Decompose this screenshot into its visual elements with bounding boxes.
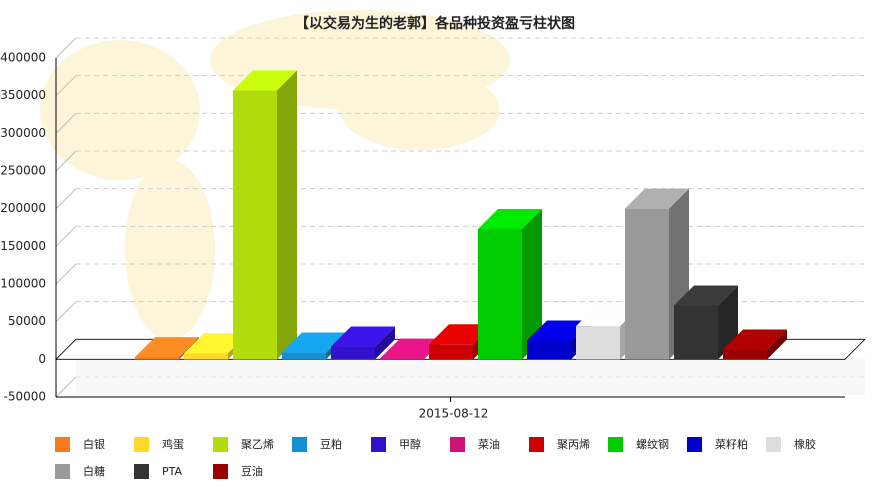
bar-top xyxy=(380,338,444,359)
bar-top xyxy=(576,306,640,327)
y-tick-label: 350000 xyxy=(0,88,46,102)
y-tick-label: 0 xyxy=(38,352,46,366)
tick-mark xyxy=(55,263,77,285)
y-tick-label: 200000 xyxy=(0,201,46,215)
legend-label: 豆油 xyxy=(241,464,263,478)
bar xyxy=(674,305,718,360)
legend-label: 豆粕 xyxy=(320,437,342,451)
y-tick-label: 300000 xyxy=(0,126,46,140)
legend-swatch xyxy=(134,464,149,479)
bar-top xyxy=(478,209,542,230)
bar-side xyxy=(375,326,395,360)
bar xyxy=(723,349,767,360)
y-tick-label: -50000 xyxy=(3,390,46,404)
x-tick-label: 2015-08-12 xyxy=(419,407,489,421)
bar xyxy=(282,352,326,360)
legend-swatch xyxy=(134,437,149,452)
bar-3d xyxy=(723,329,787,360)
legend-swatch xyxy=(450,437,465,452)
tick-mark xyxy=(55,150,77,172)
bar-top xyxy=(527,320,591,341)
legend-swatch xyxy=(371,437,386,452)
tick-mark xyxy=(55,37,77,59)
legend-swatch xyxy=(292,437,307,452)
bar xyxy=(184,353,228,360)
bar xyxy=(576,326,620,360)
tick-mark xyxy=(55,301,77,323)
y-tick-label: 100000 xyxy=(0,277,46,291)
legend-label: 橡胶 xyxy=(794,437,816,451)
bar xyxy=(429,344,473,360)
tick-mark xyxy=(55,225,77,247)
bar xyxy=(527,340,571,360)
bar-top xyxy=(723,329,787,350)
legend-swatch xyxy=(608,437,623,452)
bar-top xyxy=(625,188,689,209)
y-tick-label: 250000 xyxy=(0,164,46,178)
legend-label: 菜籽粕 xyxy=(715,437,748,451)
y-tick-label: 150000 xyxy=(0,239,46,253)
chart-title: 【以交易为生的老郭】各品种投资盈亏柱状图 xyxy=(295,15,575,32)
bar-top xyxy=(429,324,493,345)
bar-3d xyxy=(331,326,395,360)
bar-top xyxy=(331,326,395,347)
legend-label: 聚乙烯 xyxy=(241,438,274,451)
legend-swatch xyxy=(687,437,702,452)
bar-3d xyxy=(233,70,297,360)
legend-label: 甲醇 xyxy=(399,437,421,451)
bar-top xyxy=(135,337,199,358)
tick-mark xyxy=(55,188,77,210)
legend-label: 聚丙烯 xyxy=(557,438,590,451)
legend-swatch xyxy=(766,437,781,452)
tick-mark xyxy=(55,376,77,398)
legend-label: 鸡蛋 xyxy=(162,437,184,451)
bar-top xyxy=(674,285,738,306)
legend-swatch xyxy=(55,464,70,479)
bar xyxy=(135,357,179,360)
y-tick-label: 50000 xyxy=(8,314,46,328)
bar-side xyxy=(767,329,787,360)
legend-swatch xyxy=(213,437,228,452)
legend-label: 白糖 xyxy=(83,464,105,478)
legend-swatch xyxy=(529,437,544,452)
legend-label: 螺纹钢 xyxy=(636,437,669,451)
legend-swatch xyxy=(55,437,70,452)
tick-mark xyxy=(55,112,77,134)
bar xyxy=(380,358,424,360)
bar-top xyxy=(282,332,346,353)
legend-swatch xyxy=(213,464,228,479)
legend-label: 白银 xyxy=(83,437,105,451)
bar xyxy=(625,208,669,360)
bar-side xyxy=(277,70,297,360)
y-tick-label: 400000 xyxy=(0,51,46,65)
bar-top xyxy=(233,70,297,91)
bar xyxy=(331,346,375,360)
back-wall-shade xyxy=(76,357,865,395)
bar-3d xyxy=(674,285,738,360)
bar-top xyxy=(184,333,248,354)
bar xyxy=(478,229,522,360)
bar xyxy=(233,90,277,360)
bar-3d xyxy=(478,209,542,360)
legend-label: 菜油 xyxy=(478,437,500,451)
tick-mark xyxy=(55,75,77,97)
legend-label: PTA xyxy=(162,465,182,478)
bar-side xyxy=(522,209,542,360)
